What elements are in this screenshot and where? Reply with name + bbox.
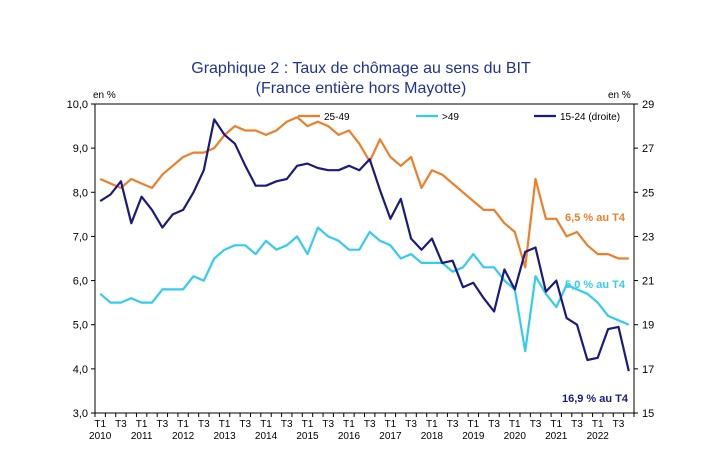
x-quarter-label: T1 bbox=[302, 419, 314, 430]
left-tick-label: 10,0 bbox=[67, 99, 88, 111]
x-quarter-label: T1 bbox=[468, 419, 480, 430]
x-quarter-label: T1 bbox=[592, 419, 604, 430]
legend-label: 25-49 bbox=[324, 112, 350, 123]
x-quarter-label: T3 bbox=[198, 419, 210, 430]
left-axis-unit: en % bbox=[93, 90, 116, 101]
right-tick-label: 21 bbox=[642, 276, 654, 288]
series-line-3 bbox=[99, 118, 630, 372]
x-quarter-label: T1 bbox=[426, 419, 438, 430]
right-tick-label: 29 bbox=[642, 99, 654, 111]
x-year-label: 2011 bbox=[131, 431, 153, 442]
x-year-label: 2012 bbox=[172, 431, 195, 442]
x-year-label: 2014 bbox=[255, 431, 278, 442]
x-quarter-label: T1 bbox=[385, 419, 397, 430]
x-quarter-label: T1 bbox=[509, 419, 521, 430]
series-line-1 bbox=[99, 116, 629, 269]
right-axis-unit: en % bbox=[608, 90, 631, 101]
left-tick-label: 9,0 bbox=[73, 143, 88, 155]
x-quarter-label: T3 bbox=[322, 419, 334, 430]
annotation-label: 5,0 % au T4 bbox=[565, 279, 626, 291]
right-tick-label: 15 bbox=[642, 408, 654, 420]
x-year-label: 2017 bbox=[379, 431, 402, 442]
x-quarter-label: T3 bbox=[571, 419, 583, 430]
x-quarter-label: T3 bbox=[281, 419, 293, 430]
left-tick-label: 4,0 bbox=[73, 364, 88, 376]
x-year-label: 2015 bbox=[296, 431, 319, 442]
x-quarter-label: T1 bbox=[219, 419, 231, 430]
x-year-label: 2019 bbox=[462, 431, 485, 442]
x-quarter-label: T3 bbox=[447, 419, 459, 430]
x-year-label: 2018 bbox=[421, 431, 444, 442]
x-year-label: 2020 bbox=[504, 431, 527, 442]
x-year-label: 2013 bbox=[213, 431, 236, 442]
series-line-2 bbox=[99, 226, 630, 353]
x-quarter-label: T1 bbox=[260, 419, 272, 430]
plot-frame bbox=[94, 103, 635, 414]
right-tick-label: 25 bbox=[642, 187, 654, 199]
left-tick-label: 8,0 bbox=[73, 187, 88, 199]
x-quarter-label: T3 bbox=[405, 419, 417, 430]
annotation-label: 16,9 % au T4 bbox=[562, 393, 629, 405]
x-quarter-label: T3 bbox=[239, 419, 251, 430]
x-quarter-label: T3 bbox=[364, 419, 376, 430]
right-tick-label: 17 bbox=[642, 364, 654, 376]
right-tick-label: 27 bbox=[642, 143, 654, 155]
right-tick-label: 23 bbox=[642, 231, 654, 243]
legend-label: >49 bbox=[442, 112, 459, 123]
chart-subtitle: (France entière hors Mayotte) bbox=[255, 80, 467, 97]
x-quarter-label: T3 bbox=[115, 419, 127, 430]
x-quarter-label: T3 bbox=[488, 419, 500, 430]
x-quarter-label: T1 bbox=[136, 419, 148, 430]
x-year-label: 2016 bbox=[338, 431, 361, 442]
chart-title: Graphique 2 : Taux de chômage au sens du… bbox=[191, 60, 531, 77]
left-tick-label: 7,0 bbox=[73, 231, 88, 243]
x-quarter-label: T1 bbox=[94, 419, 106, 430]
left-tick-label: 6,0 bbox=[73, 276, 88, 288]
left-tick-label: 5,0 bbox=[73, 320, 88, 332]
annotation-label: 6,5 % au T4 bbox=[565, 212, 626, 224]
x-year-label: 2021 bbox=[545, 431, 568, 442]
legend-label: 15-24 (droite) bbox=[560, 112, 620, 123]
x-quarter-label: T3 bbox=[530, 419, 542, 430]
x-year-label: 2010 bbox=[89, 431, 112, 442]
x-quarter-label: T1 bbox=[177, 419, 189, 430]
right-tick-label: 19 bbox=[642, 320, 654, 332]
left-tick-label: 3,0 bbox=[73, 408, 88, 420]
x-quarter-label: T1 bbox=[343, 419, 355, 430]
x-quarter-label: T1 bbox=[550, 419, 562, 430]
x-year-label: 2022 bbox=[587, 431, 610, 442]
x-quarter-label: T3 bbox=[157, 419, 169, 430]
x-quarter-label: T3 bbox=[613, 419, 625, 430]
